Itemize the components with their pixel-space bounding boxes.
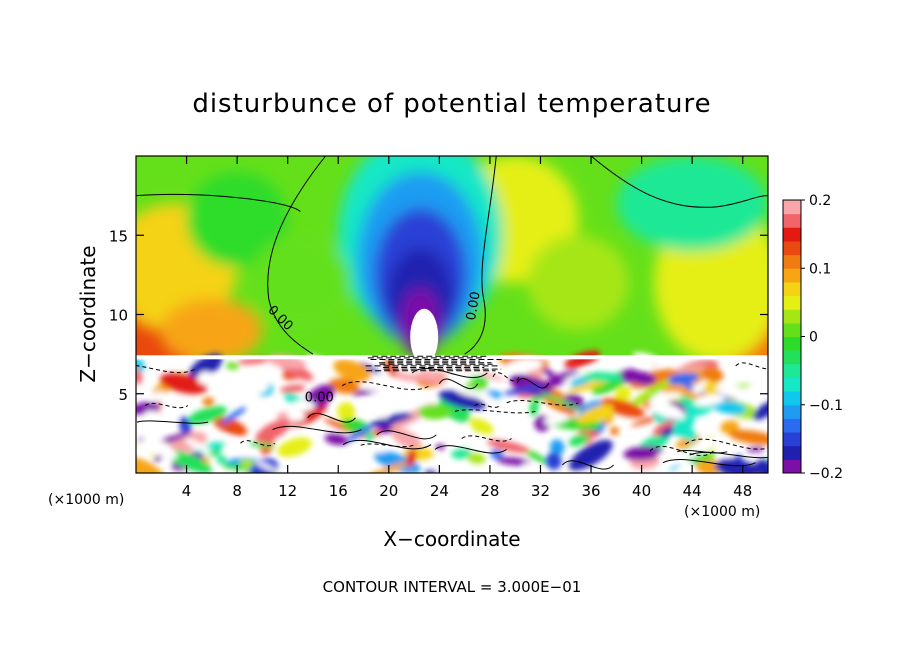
colorbar-swatch xyxy=(783,322,801,337)
x-tick-label: 40 xyxy=(632,482,651,500)
x-tick-label: 12 xyxy=(278,482,297,500)
colorbar-swatch xyxy=(783,240,801,256)
x-tick-label: 4 xyxy=(182,482,192,500)
colorbar-tick-label: −0.1 xyxy=(809,398,843,414)
colorbar-swatch xyxy=(783,254,801,269)
x-tick-label: 48 xyxy=(733,482,752,500)
turbulent-layer xyxy=(136,350,768,473)
colorbar-swatch xyxy=(783,295,801,310)
colorbar-swatch xyxy=(783,418,801,433)
x-tick-label: 8 xyxy=(232,482,242,500)
y-tick-label: 10 xyxy=(109,307,128,325)
x-tick-label: 24 xyxy=(430,482,449,500)
y-axis-label: Z−coordinate xyxy=(76,245,100,382)
chart-title: disturbunce of potential temperature xyxy=(192,89,711,119)
x-tick-label: 28 xyxy=(480,482,499,500)
x-unit-right: (×1000 m) xyxy=(684,504,760,520)
plume-core xyxy=(410,308,439,365)
colorbar-swatch xyxy=(783,227,801,242)
colorbar-swatch xyxy=(783,281,801,297)
colorbar-swatch xyxy=(783,445,801,460)
colorbar-swatch xyxy=(783,200,801,215)
colorbar-tick-label: 0 xyxy=(809,330,818,346)
colorbar-swatch xyxy=(783,268,801,283)
x-tick-label: 36 xyxy=(581,482,600,500)
colorbar-swatch xyxy=(783,391,801,406)
colorbar-swatch xyxy=(783,350,801,365)
x-unit-left: (×1000 m) xyxy=(48,492,124,508)
colorbar-swatch xyxy=(783,432,801,447)
colorbar-swatch xyxy=(783,404,801,419)
upper-anomalies xyxy=(136,156,768,386)
colorbar-swatch xyxy=(783,213,801,228)
x-tick-label: 44 xyxy=(683,482,702,500)
colorbar-tick-label: −0.2 xyxy=(809,466,843,482)
contour-label: 0.00 xyxy=(464,290,484,321)
contour-interval-note: CONTOUR INTERVAL = 3.000E−01 xyxy=(323,578,582,596)
colorbar-swatch xyxy=(783,459,801,474)
colorbar-swatch xyxy=(783,377,801,392)
plot-field: 0.00 0.000.00 xyxy=(136,156,768,473)
colorbar-swatch xyxy=(783,363,801,378)
x-axis-label: X−coordinate xyxy=(383,527,520,551)
colorbar-swatch xyxy=(783,336,801,351)
y-tick-label: 5 xyxy=(118,386,128,404)
y-tick-label: 15 xyxy=(109,227,128,245)
colorbar-swatch xyxy=(783,309,801,324)
colorbar-tick-label: 0.1 xyxy=(809,261,831,277)
contour-label: 0.00 xyxy=(305,391,334,406)
x-tick-label: 32 xyxy=(531,482,550,500)
x-tick-label: 20 xyxy=(379,482,398,500)
colorbar: 0.2 0.1 0 −0.1 −0.2 xyxy=(782,193,843,482)
colorbar-tick-label: 0.2 xyxy=(809,193,831,209)
x-tick-label: 16 xyxy=(329,482,348,500)
